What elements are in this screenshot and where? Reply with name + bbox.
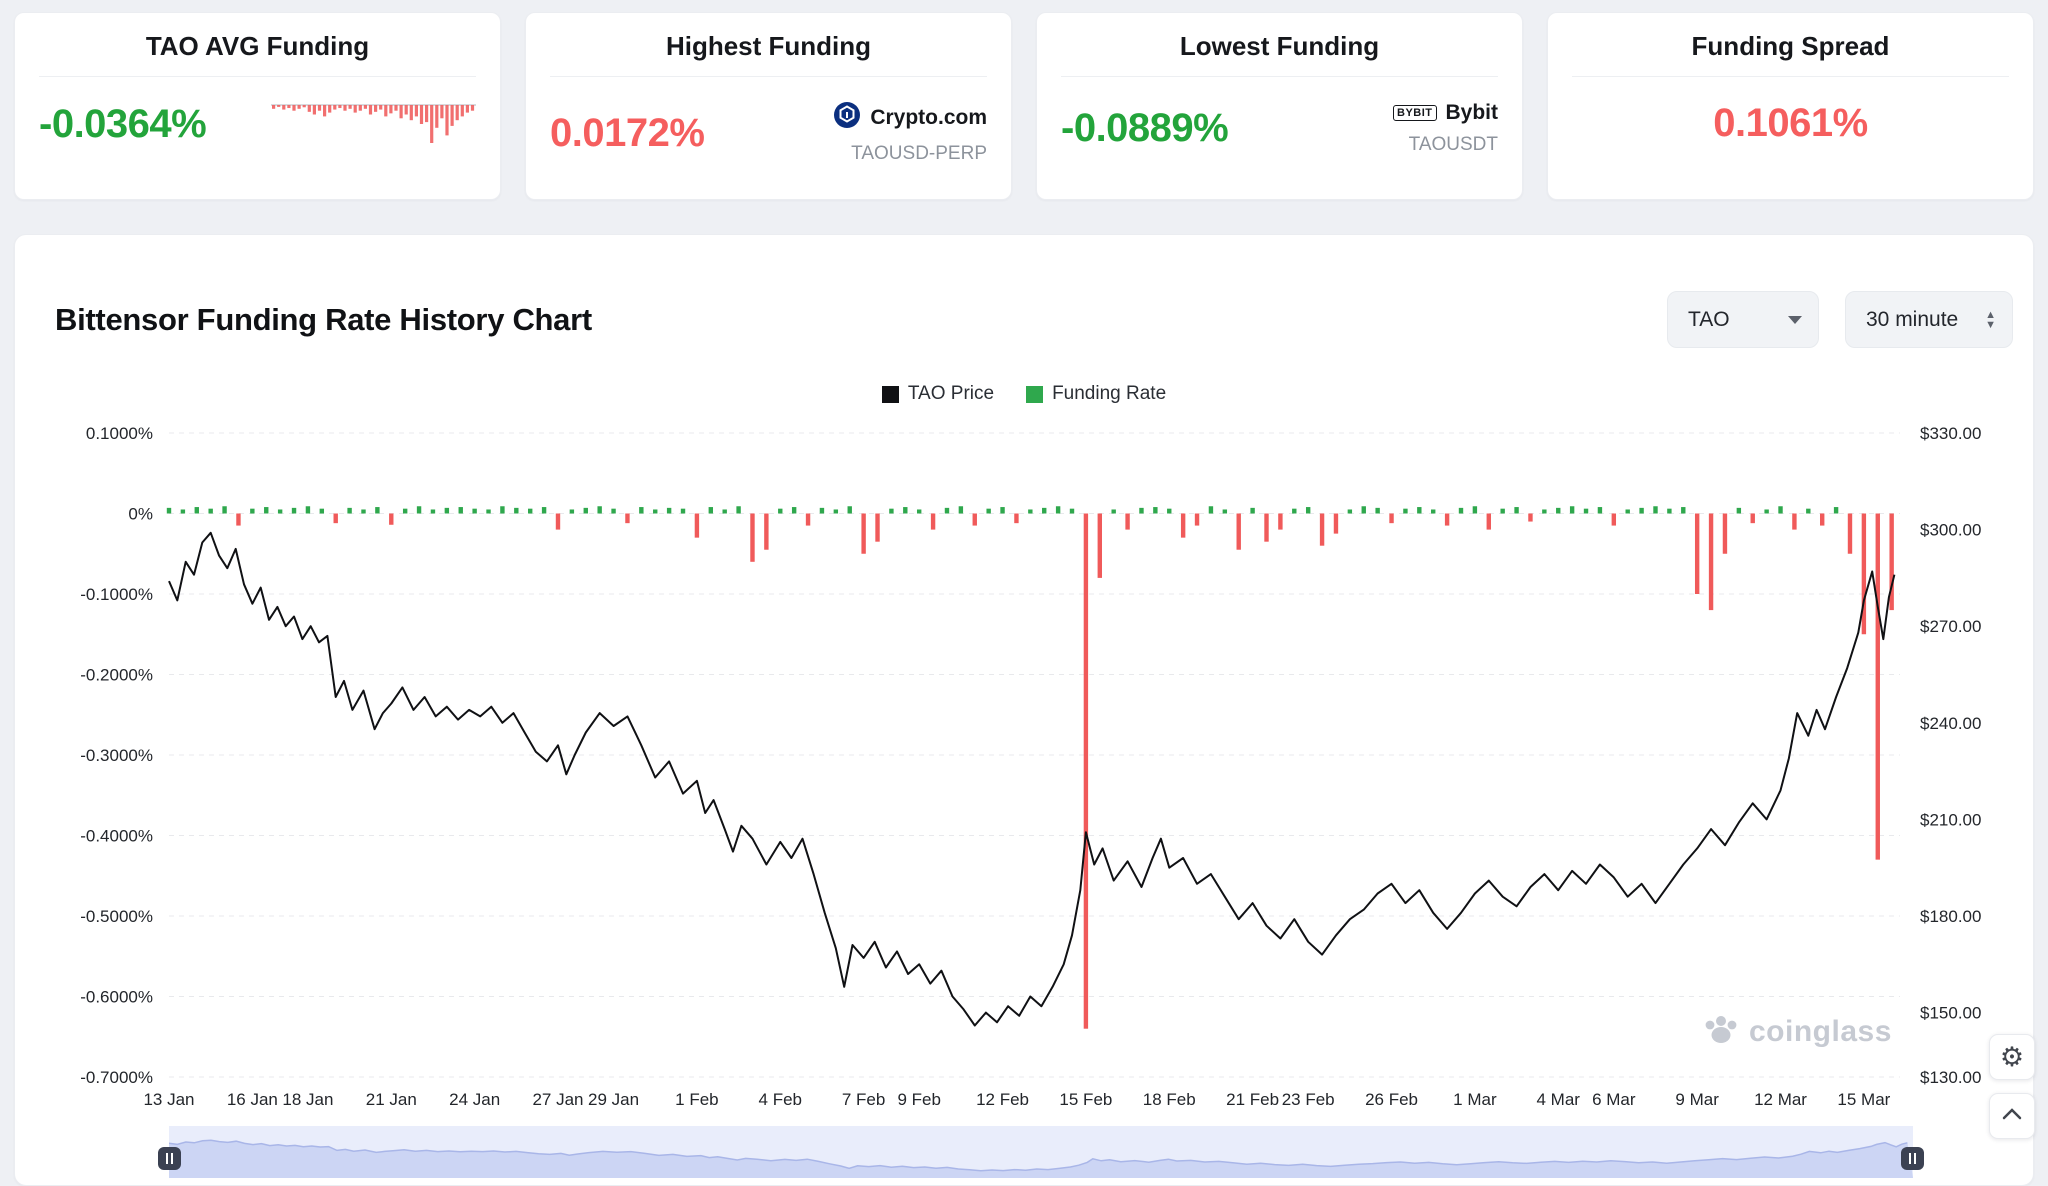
- spinner-up-down-icon: ▲ ▼: [1985, 308, 1996, 331]
- svg-text:29 Jan: 29 Jan: [588, 1090, 639, 1109]
- svg-text:4 Feb: 4 Feb: [759, 1090, 802, 1109]
- chart-legend: TAO Price Funding Rate: [15, 383, 2033, 405]
- price-legend-label: TAO Price: [907, 383, 995, 404]
- svg-text:15 Feb: 15 Feb: [1059, 1090, 1112, 1109]
- legend-item-tao-price[interactable]: TAO Price: [881, 383, 995, 405]
- svg-text:-0.1000%: -0.1000%: [80, 585, 153, 604]
- chart-settings-button[interactable]: ⚙: [1989, 1034, 2035, 1080]
- svg-text:21 Jan: 21 Jan: [366, 1090, 417, 1109]
- svg-text:12 Feb: 12 Feb: [976, 1090, 1029, 1109]
- svg-text:12 Mar: 12 Mar: [1754, 1090, 1807, 1109]
- svg-text:4 Mar: 4 Mar: [1537, 1090, 1581, 1109]
- svg-text:0.1000%: 0.1000%: [86, 424, 153, 443]
- chart-navigator[interactable]: [169, 1126, 1913, 1178]
- exchange-name: Bybit: [1445, 101, 1499, 124]
- card-title-funding-spread: Funding Spread: [1572, 31, 2009, 77]
- exchange-name: Crypto.com: [870, 105, 987, 129]
- stat-card-avg-funding: TAO AVG Funding -0.0364%: [14, 12, 501, 200]
- svg-text:18 Jan: 18 Jan: [282, 1090, 333, 1109]
- chevron-up-icon: [2002, 1107, 2022, 1125]
- svg-text:$180.00: $180.00: [1920, 907, 1981, 926]
- svg-text:0%: 0%: [128, 505, 153, 524]
- svg-text:24 Jan: 24 Jan: [449, 1090, 500, 1109]
- funding-history-card: Bittensor Funding Rate History Chart TAO…: [14, 234, 2034, 1186]
- stat-card-highest-funding: Highest Funding 0.0172% Crypto.com TAOUS…: [525, 12, 1012, 200]
- coinglass-wordmark: coinglass: [1749, 1014, 1892, 1048]
- svg-text:$150.00: $150.00: [1920, 1004, 1981, 1023]
- svg-text:18 Feb: 18 Feb: [1143, 1090, 1196, 1109]
- stat-card-lowest-funding: Lowest Funding -0.0889% BYBIT Bybit TAOU…: [1036, 12, 1523, 200]
- svg-text:$300.00: $300.00: [1920, 521, 1981, 540]
- funding-rate-chart[interactable]: 0.1000% 0% -0.1000% -0.2000% -0.3000% -0.4000…: [15, 235, 2035, 1185]
- page-title: Bittensor Funding Rate History Chart: [55, 301, 592, 337]
- svg-text:-0.7000%: -0.7000%: [80, 1068, 153, 1087]
- svg-text:$240.00: $240.00: [1920, 714, 1981, 733]
- svg-text:-0.5000%: -0.5000%: [80, 907, 153, 926]
- highest-funding-exchange-block: Crypto.com TAOUSD-PERP: [833, 101, 987, 165]
- svg-text:13 Jan: 13 Jan: [143, 1090, 194, 1109]
- bybit-icon: BYBIT: [1393, 105, 1437, 121]
- coinglass-watermark: coinglass: [1703, 1013, 1892, 1050]
- svg-text:23 Feb: 23 Feb: [1282, 1090, 1335, 1109]
- svg-text:9 Feb: 9 Feb: [897, 1090, 940, 1109]
- svg-text:-0.2000%: -0.2000%: [80, 666, 153, 685]
- symbol-pair: TAOUSDT: [1408, 134, 1498, 155]
- card-title-highest-funding: Highest Funding: [550, 31, 987, 77]
- crypto-com-icon: [833, 101, 861, 134]
- svg-text:15 Mar: 15 Mar: [1837, 1090, 1890, 1109]
- coin-select-value: TAO: [1688, 307, 1730, 331]
- avg-funding-sparkline: [271, 104, 476, 143]
- svg-text:1 Mar: 1 Mar: [1453, 1090, 1497, 1109]
- svg-text:$270.00: $270.00: [1920, 617, 1981, 636]
- svg-text:$210.00: $210.00: [1920, 810, 1981, 829]
- funding-spread-value: 0.1061%: [1713, 101, 1868, 145]
- svg-text:16 Jan: 16 Jan: [227, 1090, 278, 1109]
- avg-funding-value: -0.0364%: [39, 101, 207, 146]
- svg-text:7 Feb: 7 Feb: [842, 1090, 885, 1109]
- scroll-to-top-button[interactable]: [1989, 1093, 2035, 1139]
- navigator-left-handle[interactable]: [158, 1147, 181, 1170]
- card-title-lowest-funding: Lowest Funding: [1061, 31, 1498, 77]
- svg-text:27 Jan: 27 Jan: [532, 1090, 583, 1109]
- svg-text:-0.3000%: -0.3000%: [80, 746, 153, 765]
- svg-text:$330.00: $330.00: [1920, 424, 1981, 443]
- svg-text:-0.6000%: -0.6000%: [80, 988, 153, 1007]
- coinglass-paw-icon: [1703, 1013, 1739, 1050]
- svg-text:6 Mar: 6 Mar: [1592, 1090, 1636, 1109]
- svg-text:9 Mar: 9 Mar: [1675, 1090, 1719, 1109]
- lowest-funding-exchange-block: BYBIT Bybit TAOUSDT: [1393, 101, 1498, 156]
- svg-text:1 Feb: 1 Feb: [675, 1090, 718, 1109]
- symbol-pair: TAOUSD-PERP: [851, 143, 987, 164]
- svg-text:21 Feb: 21 Feb: [1226, 1090, 1279, 1109]
- gear-icon: ⚙: [1999, 1041, 2025, 1072]
- chevron-down-icon: [1788, 315, 1802, 324]
- chart-header: Bittensor Funding Rate History Chart TAO…: [55, 291, 2013, 348]
- svg-text:-0.4000%: -0.4000%: [80, 827, 153, 846]
- funding-legend-label: Funding Rate: [1052, 383, 1167, 404]
- interval-select[interactable]: 30 minute ▲ ▼: [1845, 291, 2013, 348]
- price-legend-swatch: [881, 385, 899, 403]
- card-title-avg-funding: TAO AVG Funding: [39, 31, 476, 77]
- lowest-funding-value: -0.0889%: [1061, 106, 1229, 150]
- funding-legend-swatch: [1026, 385, 1044, 403]
- stat-cards-row: TAO AVG Funding -0.0364% Highest Funding…: [14, 12, 2034, 200]
- legend-item-funding-rate[interactable]: Funding Rate: [1026, 383, 1166, 405]
- coin-select[interactable]: TAO: [1667, 291, 1819, 348]
- highest-funding-value: 0.0172%: [550, 110, 705, 155]
- stat-card-funding-spread: Funding Spread 0.1061%: [1547, 12, 2034, 200]
- navigator-right-handle[interactable]: [1901, 1147, 1924, 1170]
- interval-select-value: 30 minute: [1866, 307, 1959, 331]
- svg-text:$130.00: $130.00: [1920, 1068, 1981, 1087]
- svg-text:26 Feb: 26 Feb: [1365, 1090, 1418, 1109]
